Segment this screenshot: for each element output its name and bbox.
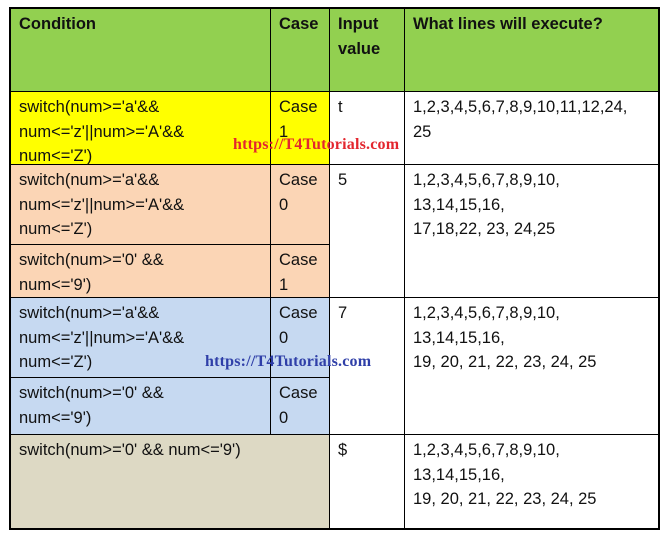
header-case: Case <box>271 9 330 92</box>
case-cell: Case 1 <box>271 92 330 165</box>
lines-executed-cell: 1,2,3,4,5,6,7,8,9,10, 13,14,15,16, 19, 2… <box>405 435 658 528</box>
case-cell: Case 0 <box>271 165 330 245</box>
condition-cell: switch(num>='0' && num<='9') <box>11 435 330 528</box>
case-cell: Case 0 <box>271 298 330 378</box>
condition-cell: switch(num>='a'&& num<='z'||num>='A'&& n… <box>11 298 271 378</box>
lines-executed-cell: 1,2,3,4,5,6,7,8,9,10, 13,14,15,16, 17,18… <box>405 165 658 298</box>
input-value-cell: $ <box>330 435 405 528</box>
case-cell: Case 0 <box>271 378 330 435</box>
watermark-red: https://T4Tutorials.com <box>233 136 400 153</box>
lines-executed-cell: 1,2,3,4,5,6,7,8,9,10, 13,14,15,16, 19, 2… <box>405 298 658 435</box>
input-value-cell: 5 <box>330 165 405 298</box>
input-value-cell: 7 <box>330 298 405 435</box>
header-condition: Condition <box>11 9 271 92</box>
condition-cell: switch(num>='0' && num<='9') <box>11 378 271 435</box>
condition-cell: switch(num>='0' && num<='9') <box>11 245 271 298</box>
condition-cell: switch(num>='a'&& num<='z'||num>='A'&& n… <box>11 92 271 165</box>
header-input-value: Input value <box>330 9 405 92</box>
header-lines-executed: What lines will execute? <box>405 9 658 92</box>
switch-case-table: Condition Case Input value What lines wi… <box>9 7 660 530</box>
input-value-cell: t <box>330 92 405 165</box>
watermark-blue: https://T4Tutorials.com <box>205 353 372 370</box>
case-cell: Case 1 <box>271 245 330 298</box>
lines-executed-cell: 1,2,3,4,5,6,7,8,9,10,11,12,24, 25 <box>405 92 658 165</box>
condition-cell: switch(num>='a'&& num<='z'||num>='A'&& n… <box>11 165 271 245</box>
